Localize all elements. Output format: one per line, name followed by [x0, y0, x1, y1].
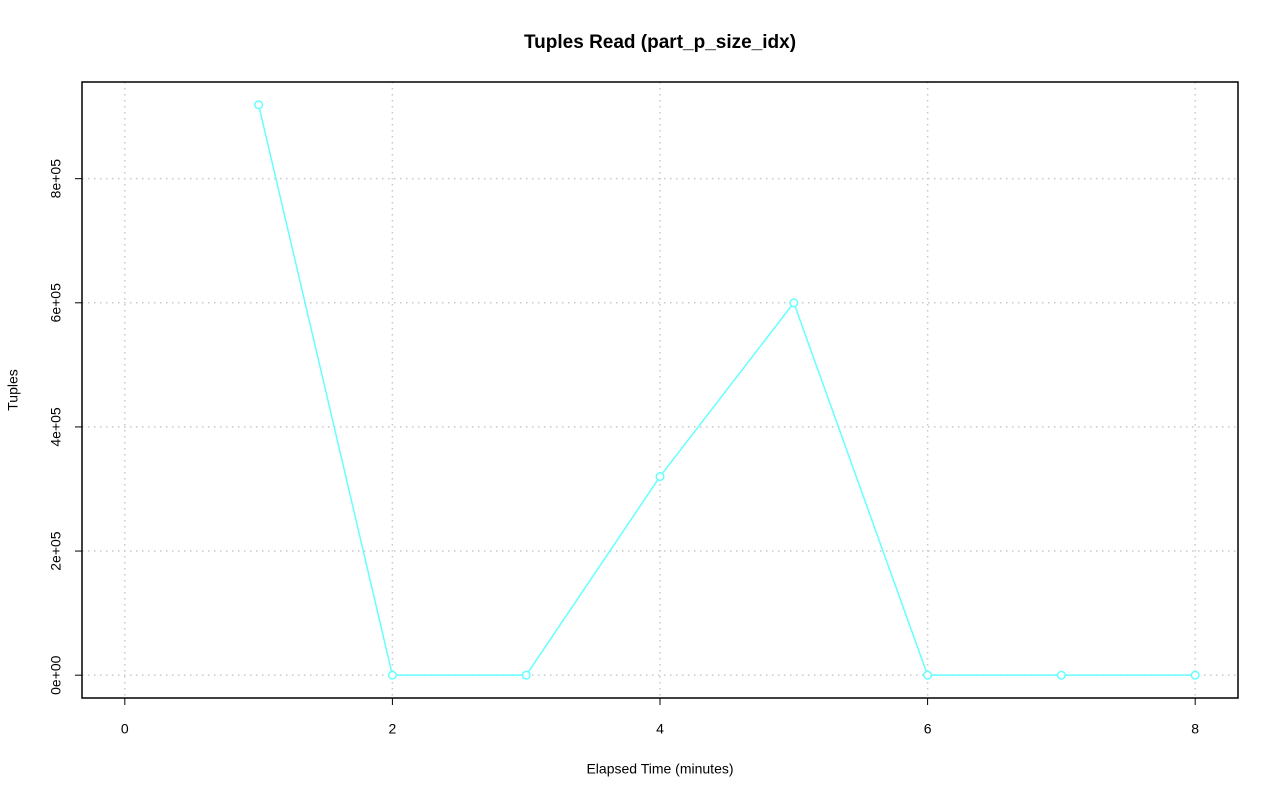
plot-frame	[81, 81, 1239, 699]
data-point	[521, 670, 531, 680]
chart-title: Tuples Read (part_p_size_idx)	[524, 32, 796, 53]
data-line	[257, 104, 1196, 676]
data-point	[1190, 670, 1200, 680]
data-point	[1056, 670, 1066, 680]
y-tick-label: 0e+00	[48, 655, 64, 695]
x-tick-label: 8	[1191, 721, 1199, 737]
x-tick-label: 2	[389, 721, 397, 737]
y-axis-label: Tuples	[5, 369, 21, 411]
y-tick-label: 4e+05	[48, 407, 64, 447]
data-point	[387, 670, 397, 680]
data-point	[923, 670, 933, 680]
x-tick-label: 4	[656, 721, 664, 737]
x-tick-label: 6	[924, 721, 932, 737]
x-tick-label: 0	[121, 721, 129, 737]
y-tick-label: 8e+05	[48, 159, 64, 199]
y-tick-label: 6e+05	[48, 283, 64, 323]
data-point	[655, 472, 665, 482]
data-point	[789, 298, 799, 308]
x-axis-label: Elapsed Time (minutes)	[586, 761, 733, 777]
y-tick-label: 2e+05	[48, 531, 64, 571]
data-point	[254, 100, 264, 110]
